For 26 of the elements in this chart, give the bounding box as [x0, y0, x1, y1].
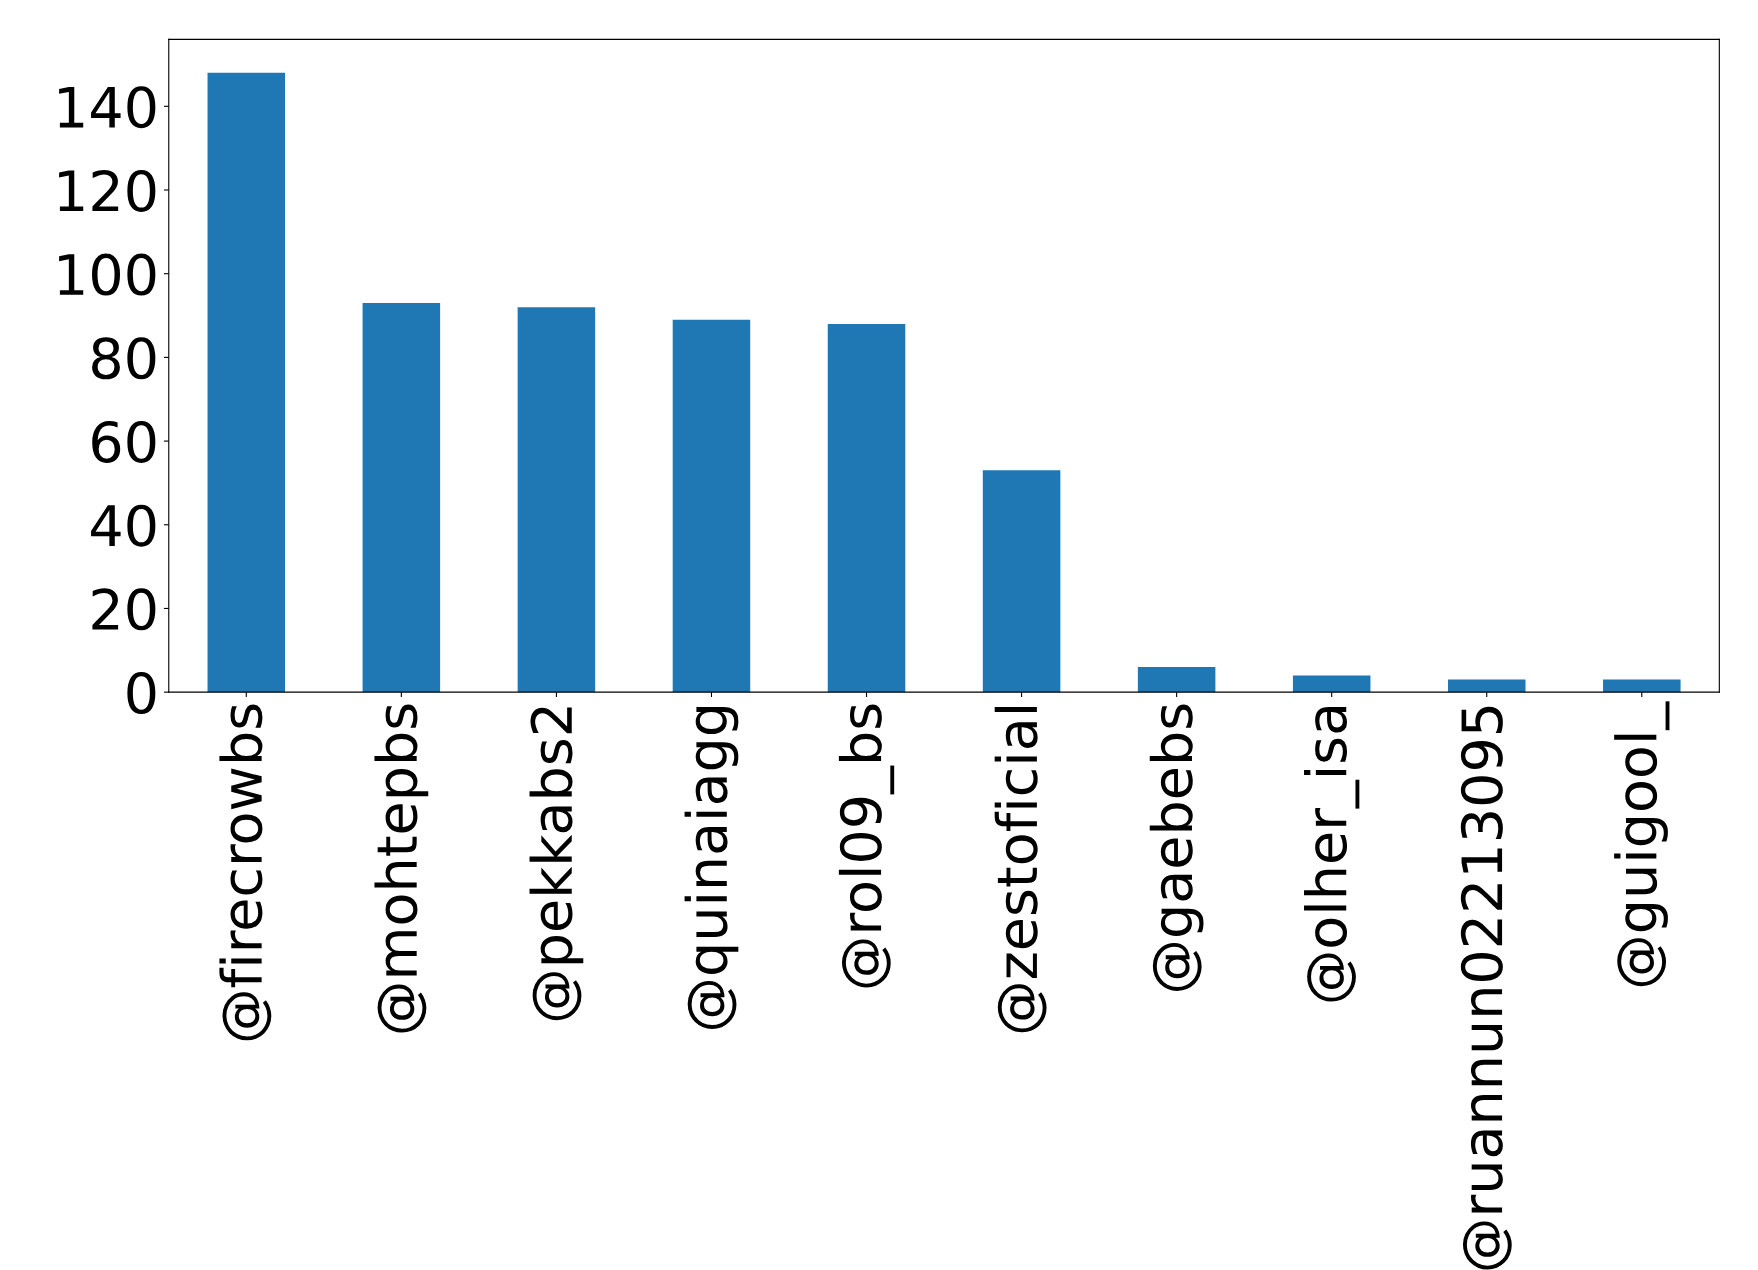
bar — [827, 323, 906, 693]
y-tick-label: 40 — [91, 504, 156, 547]
x-tick-label: @zestoficial — [994, 707, 1047, 1033]
x-tick-label: @pekkabs2 — [529, 707, 584, 1021]
x-tick-label: @quinaiagg — [684, 706, 739, 1029]
x-tick-label: @mohtepbs — [374, 704, 429, 1033]
x-tick-label: @guigool_ — [1614, 701, 1670, 987]
bar — [1292, 675, 1371, 693]
x-tick-label: @firecrowbs — [219, 704, 272, 1041]
bar — [517, 307, 596, 693]
bar — [207, 72, 286, 693]
y-tick-label: 100 — [59, 253, 156, 296]
y-tick-label: 0 — [127, 672, 156, 715]
bar — [1137, 667, 1216, 693]
x-tick-label: @gaebebs — [1149, 704, 1204, 991]
y-tick-label: 80 — [92, 337, 156, 380]
x-tick-label: @ruannun02213095 — [1460, 706, 1512, 1270]
bar — [362, 302, 441, 693]
x-tick-label: @olher_isa — [1304, 706, 1360, 1002]
y-tick-label: 140 — [59, 86, 156, 129]
y-tick-label: 60 — [92, 420, 156, 463]
x-tick-label: @rol09_bs — [838, 704, 895, 988]
bar — [982, 470, 1061, 693]
y-tick-label: 20 — [92, 588, 156, 631]
y-tick-label: 120 — [59, 169, 156, 212]
bar — [672, 319, 751, 693]
